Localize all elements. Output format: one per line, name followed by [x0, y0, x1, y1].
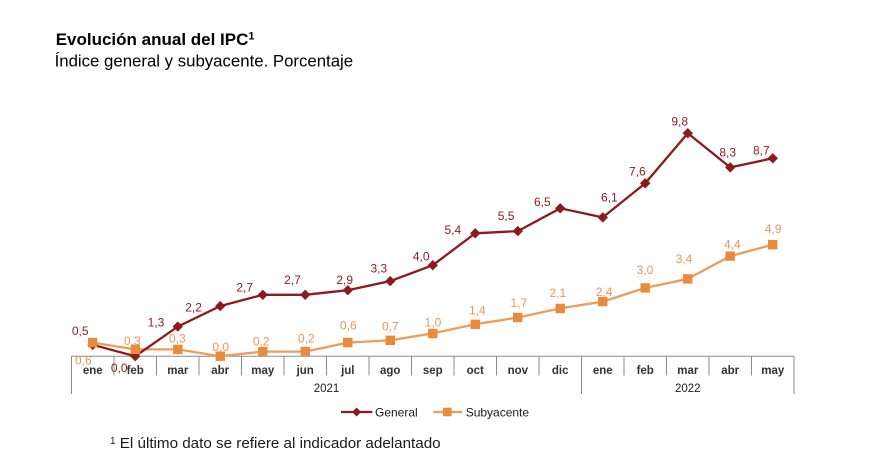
svg-text:8,7: 8,7: [753, 143, 770, 157]
svg-text:0,6: 0,6: [75, 353, 92, 367]
svg-text:feb: feb: [127, 365, 144, 377]
svg-text:0,7: 0,7: [382, 320, 399, 334]
svg-text:mar: mar: [677, 365, 699, 377]
svg-text:Índice general y subyacente. P: Índice general y subyacente. Porcentaje: [55, 52, 354, 71]
svg-text:may: may: [761, 365, 785, 377]
svg-text:2,2: 2,2: [185, 301, 202, 315]
svg-text:4,0: 4,0: [413, 249, 430, 263]
svg-text:0,0: 0,0: [111, 361, 128, 375]
svg-text:3,0: 3,0: [637, 263, 654, 277]
svg-text:4,9: 4,9: [765, 222, 782, 236]
svg-text:2,9: 2,9: [336, 273, 353, 287]
svg-text:6,1: 6,1: [601, 190, 618, 204]
svg-text:0,3: 0,3: [124, 334, 141, 348]
svg-text:1,4: 1,4: [469, 303, 486, 317]
svg-text:1 El último dato se refiere al: 1 El último dato se refiere al indicador…: [110, 435, 441, 452]
svg-text:sep: sep: [423, 365, 443, 377]
svg-text:nov: nov: [508, 365, 529, 377]
svg-text:2,1: 2,1: [550, 286, 567, 300]
svg-text:0,0: 0,0: [212, 340, 229, 354]
svg-text:0,5: 0,5: [72, 324, 89, 338]
svg-text:2,4: 2,4: [596, 285, 613, 299]
svg-text:5,4: 5,4: [444, 223, 461, 237]
svg-text:6,5: 6,5: [534, 195, 551, 209]
svg-text:1,7: 1,7: [511, 296, 528, 310]
svg-text:7,6: 7,6: [629, 164, 646, 178]
svg-text:2022: 2022: [675, 383, 701, 395]
svg-text:5,5: 5,5: [498, 209, 515, 223]
svg-text:General: General: [375, 405, 418, 419]
svg-text:1,3: 1,3: [148, 316, 165, 330]
svg-text:ago: ago: [380, 365, 400, 377]
svg-text:feb: feb: [637, 365, 654, 377]
svg-text:3,3: 3,3: [370, 262, 387, 276]
svg-text:Subyacente: Subyacente: [466, 405, 530, 419]
svg-text:jun: jun: [296, 365, 314, 377]
svg-text:jul: jul: [340, 365, 354, 377]
svg-text:2,7: 2,7: [236, 280, 253, 294]
svg-text:0,2: 0,2: [298, 332, 315, 346]
svg-text:9,8: 9,8: [671, 115, 688, 129]
svg-text:ene: ene: [593, 365, 613, 377]
svg-text:dic: dic: [552, 365, 569, 377]
svg-text:2021: 2021: [314, 383, 340, 395]
svg-text:0,3: 0,3: [169, 331, 186, 345]
svg-text:Evolución anual del IPC1: Evolución anual del IPC1: [56, 30, 255, 49]
svg-text:abr: abr: [211, 365, 229, 377]
svg-text:4,4: 4,4: [724, 237, 741, 251]
svg-text:0,2: 0,2: [253, 335, 270, 349]
svg-text:3,4: 3,4: [676, 252, 693, 266]
svg-text:ene: ene: [83, 365, 103, 377]
svg-text:8,3: 8,3: [719, 145, 736, 159]
svg-text:oct: oct: [467, 365, 484, 377]
svg-text:1,0: 1,0: [425, 315, 442, 329]
svg-text:abr: abr: [721, 365, 739, 377]
svg-text:may: may: [251, 365, 275, 377]
svg-text:mar: mar: [167, 365, 189, 377]
svg-text:2,7: 2,7: [284, 273, 301, 287]
svg-text:0,6: 0,6: [340, 319, 357, 333]
